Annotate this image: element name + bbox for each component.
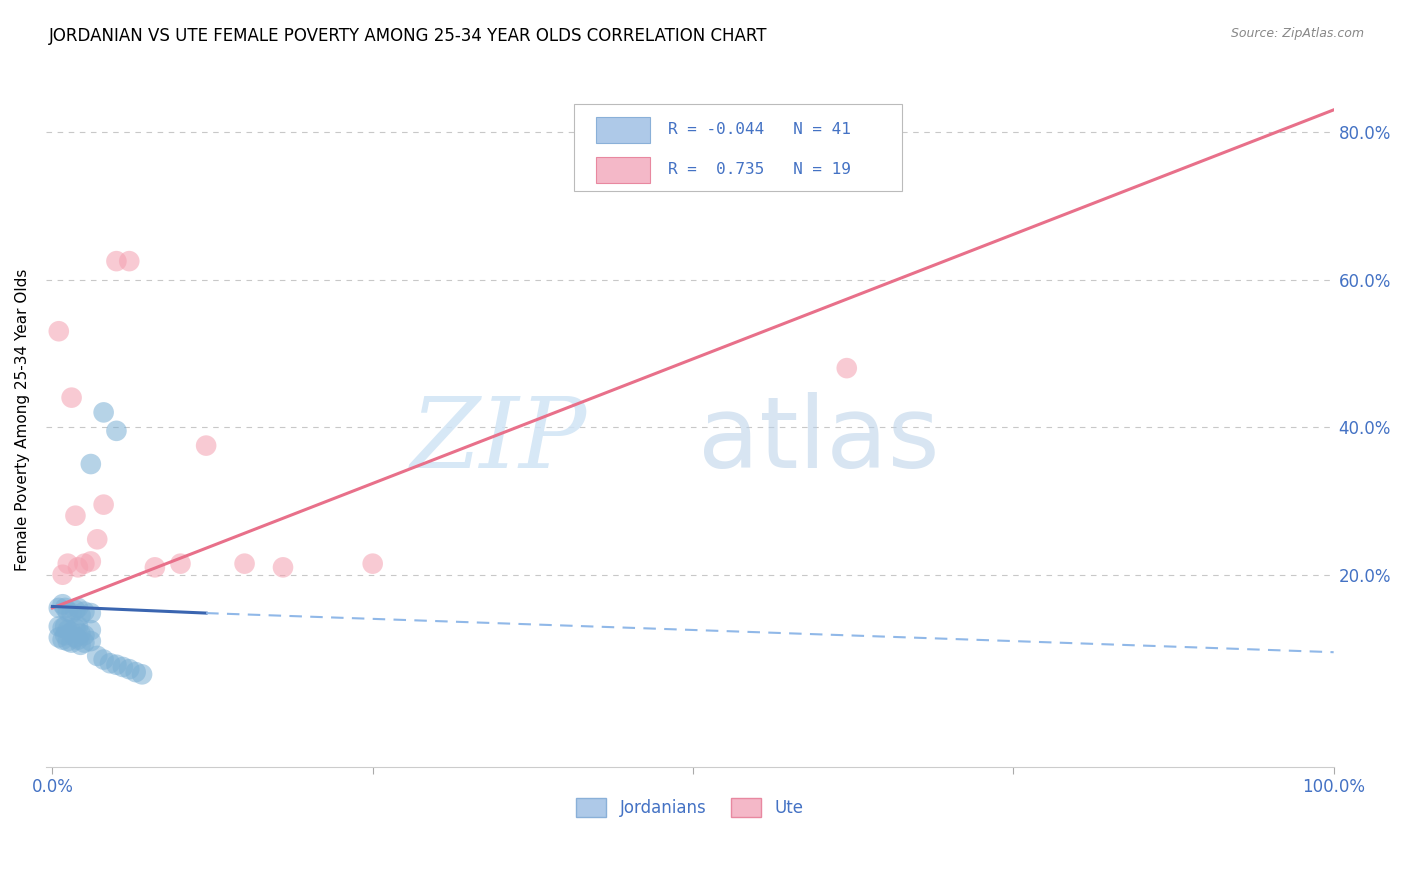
Point — [60, 625, 83, 640]
Point — [118, 662, 141, 676]
Point — [80, 634, 103, 648]
Point — [143, 560, 166, 574]
Point — [73, 628, 96, 642]
Text: R = -0.044   N = 41: R = -0.044 N = 41 — [668, 122, 851, 137]
Point — [48, 631, 70, 645]
Point — [111, 660, 134, 674]
Point — [93, 405, 115, 419]
Point — [66, 601, 89, 615]
Point — [271, 560, 294, 574]
Point — [56, 634, 79, 648]
Point — [80, 554, 103, 568]
Y-axis label: Female Poverty Among 25-34 Year Olds: Female Poverty Among 25-34 Year Olds — [15, 268, 30, 571]
Point — [93, 652, 115, 666]
Point — [66, 619, 89, 633]
Point — [60, 606, 83, 620]
Point — [60, 635, 83, 649]
Point — [53, 601, 76, 615]
Point — [52, 597, 75, 611]
Text: R =  0.735   N = 19: R = 0.735 N = 19 — [668, 162, 851, 178]
Point — [65, 631, 87, 645]
Point — [65, 508, 87, 523]
Point — [80, 623, 103, 637]
FancyBboxPatch shape — [574, 104, 903, 191]
Point — [52, 621, 75, 635]
Point — [361, 557, 384, 571]
Point — [53, 619, 76, 633]
Point — [835, 361, 858, 376]
Point — [56, 623, 79, 637]
Point — [69, 608, 91, 623]
Point — [105, 424, 128, 438]
Point — [69, 626, 91, 640]
Point — [131, 667, 153, 681]
Point — [69, 638, 91, 652]
Point — [56, 557, 79, 571]
Point — [48, 619, 70, 633]
Point — [233, 557, 256, 571]
Bar — [596, 157, 650, 183]
Point — [105, 254, 128, 268]
Point — [93, 498, 115, 512]
Point — [73, 605, 96, 619]
Point — [98, 657, 121, 671]
Point — [65, 603, 87, 617]
Text: ZIP: ZIP — [411, 393, 586, 488]
Text: Source: ZipAtlas.com: Source: ZipAtlas.com — [1230, 27, 1364, 40]
Point — [169, 557, 191, 571]
Text: 0.0%: 0.0% — [31, 778, 73, 796]
Text: 100.0%: 100.0% — [1302, 778, 1365, 796]
Legend: Jordanians, Ute: Jordanians, Ute — [569, 791, 810, 824]
Point — [48, 324, 70, 338]
Point — [65, 622, 87, 636]
Point — [80, 606, 103, 620]
Point — [86, 648, 108, 663]
Point — [73, 557, 96, 571]
Point — [124, 665, 146, 679]
Point — [52, 632, 75, 647]
Bar — [596, 117, 650, 144]
Point — [56, 605, 79, 619]
Point — [73, 635, 96, 649]
Point — [118, 254, 141, 268]
Point — [80, 457, 103, 471]
Point — [195, 439, 218, 453]
Point — [86, 533, 108, 547]
Point — [66, 632, 89, 647]
Point — [53, 628, 76, 642]
Text: JORDANIAN VS UTE FEMALE POVERTY AMONG 25-34 YEAR OLDS CORRELATION CHART: JORDANIAN VS UTE FEMALE POVERTY AMONG 25… — [49, 27, 768, 45]
Text: atlas: atlas — [697, 392, 939, 489]
Point — [52, 567, 75, 582]
Point — [48, 601, 70, 615]
Point — [66, 560, 89, 574]
Point — [105, 657, 128, 672]
Point — [60, 391, 83, 405]
